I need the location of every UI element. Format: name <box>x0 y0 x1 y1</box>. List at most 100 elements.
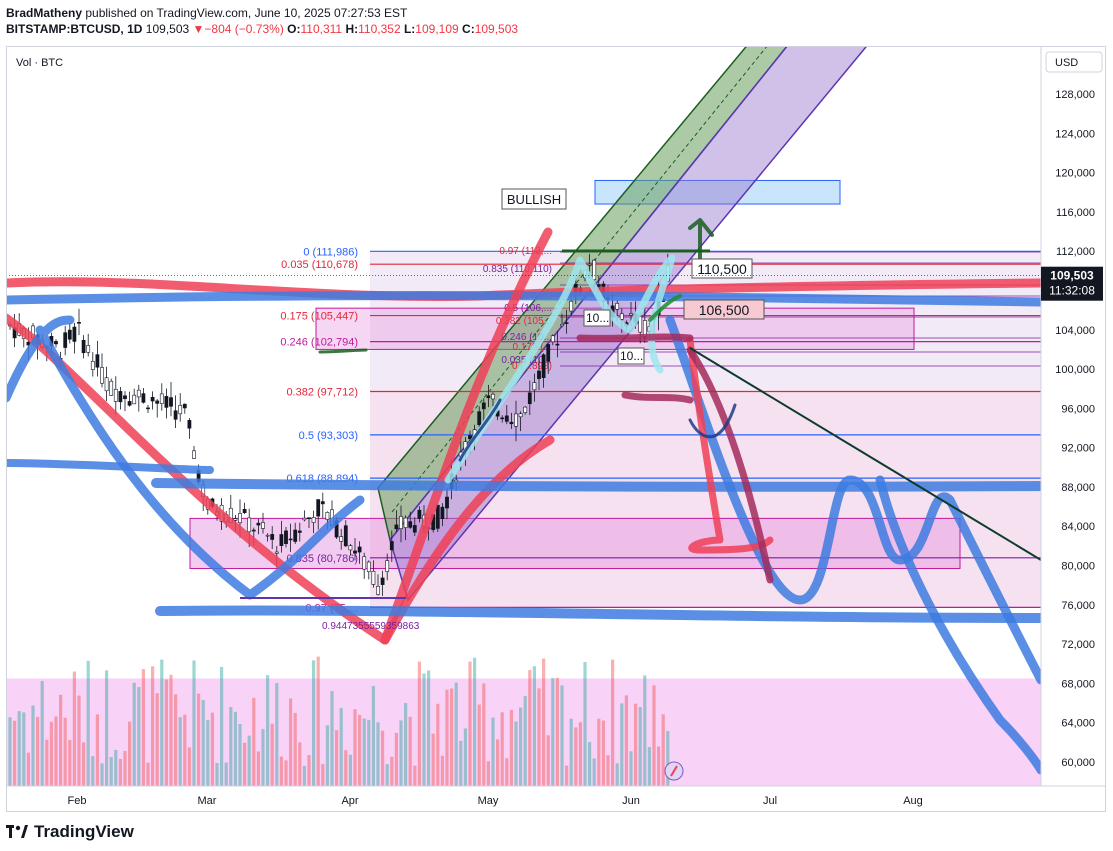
volume-bar <box>647 747 651 786</box>
candle-body <box>440 506 445 520</box>
volume-bar <box>206 720 210 786</box>
fib-label: 0.246 (102,794) <box>280 337 358 349</box>
candle-body <box>518 413 523 418</box>
volume-bar <box>224 762 228 786</box>
volume-bar <box>620 703 624 786</box>
blue-support-stroke <box>155 605 1041 623</box>
volume-bar <box>40 680 44 786</box>
currency-box <box>1045 51 1103 73</box>
candle-body <box>178 405 183 415</box>
small-box-1 <box>583 309 611 327</box>
y-tick-label: 68,000 <box>1061 678 1095 690</box>
candle-body <box>408 521 413 528</box>
blue-left-stroke <box>7 459 214 474</box>
candle-body <box>619 313 624 320</box>
high-value: 110,352 <box>358 22 401 36</box>
volume-bar <box>187 747 191 786</box>
candle-body <box>155 400 160 404</box>
candle-body <box>371 571 376 585</box>
volume-bar <box>325 725 329 786</box>
candle-body <box>523 406 528 413</box>
maroon-horizontal-stroke <box>576 333 694 342</box>
candle-body <box>362 556 367 570</box>
volume-bar <box>49 721 53 786</box>
last-price-box <box>1041 266 1103 301</box>
published-text: published on TradingView.com, June 10, 2… <box>85 6 408 20</box>
candle-body <box>95 354 100 368</box>
volume-bar <box>243 742 247 786</box>
candle-body <box>81 339 86 354</box>
fib2-label: 0.97 (112,... <box>499 246 552 257</box>
candle-body <box>504 415 509 422</box>
volume-bar <box>302 765 306 786</box>
x-tick-label: Mar <box>198 795 217 807</box>
y-tick-label: 100,000 <box>1055 364 1095 376</box>
target-lower-label: 106,500 <box>699 302 750 318</box>
chart-frame[interactable] <box>6 46 1106 812</box>
volume-bar <box>376 722 380 786</box>
volume-bar <box>36 716 40 786</box>
candle-body <box>233 518 238 521</box>
candle-body <box>187 420 192 429</box>
volume-label: Vol · BTC <box>16 57 63 69</box>
y-tick-label: 72,000 <box>1061 639 1095 651</box>
red-arrow-stroke <box>686 336 774 554</box>
volume-bar <box>151 666 155 786</box>
volume-bar <box>491 717 495 786</box>
volume-bar <box>385 764 389 786</box>
volume-bar <box>344 750 348 786</box>
candle-body <box>86 345 91 353</box>
close-value: 109,503 <box>474 22 519 36</box>
target-upper-box <box>691 258 753 279</box>
candle-body <box>132 394 137 405</box>
low-value: 109,109 <box>415 22 459 36</box>
red-rise-stroke <box>380 227 553 645</box>
target-lower-box <box>683 299 765 320</box>
candle-body <box>118 391 123 403</box>
volume-bar <box>335 730 339 786</box>
candle-body <box>265 534 270 537</box>
volume-bar <box>569 718 573 786</box>
x-tick-label: Jul <box>763 795 777 807</box>
bullish-box <box>501 188 567 210</box>
candle-body <box>615 303 620 310</box>
y-tick-label: 64,000 <box>1061 718 1095 730</box>
volume-bar <box>537 688 541 786</box>
y-tick-label: 120,000 <box>1055 168 1095 180</box>
volume-bar <box>339 707 343 786</box>
candle-body <box>279 534 284 546</box>
volume-bar <box>348 754 352 786</box>
volume-bar <box>261 729 265 786</box>
volume-bar <box>486 761 490 786</box>
volume-bar <box>68 739 72 786</box>
candle-body <box>546 344 551 362</box>
volume-bar <box>551 678 555 786</box>
candle-body <box>109 380 114 396</box>
tradingview-logo-icon <box>6 825 28 838</box>
y-tick-label: 112,000 <box>1056 246 1095 258</box>
volume-bar <box>592 758 596 786</box>
volume-bar <box>316 656 320 786</box>
y-tick-label: 80,000 <box>1061 561 1095 573</box>
volume-bar <box>220 666 224 786</box>
fib-label: 0 (111,986) <box>303 246 358 258</box>
volume-bar <box>666 731 670 786</box>
target-upper-label: 110,500 <box>697 261 747 277</box>
fib2-label: 0.835 (110,110) <box>483 264 552 275</box>
open-value: 110,311 <box>300 22 343 36</box>
volume-bar <box>440 755 444 786</box>
volume-bar <box>95 714 99 786</box>
volume-bar <box>132 682 136 786</box>
volume-bar <box>468 661 472 786</box>
candle-body <box>399 516 403 529</box>
y-tick-label: 104,000 <box>1055 325 1095 337</box>
navy-check-stroke <box>688 403 737 439</box>
candle-body <box>302 517 307 521</box>
y-tick-label: 124,000 <box>1055 128 1095 140</box>
candle-body <box>560 324 564 327</box>
volume-bar <box>279 756 283 786</box>
blue-horizontal-stroke <box>7 291 1041 307</box>
maroon-short-stroke <box>621 391 694 404</box>
volume-bar <box>542 658 546 786</box>
